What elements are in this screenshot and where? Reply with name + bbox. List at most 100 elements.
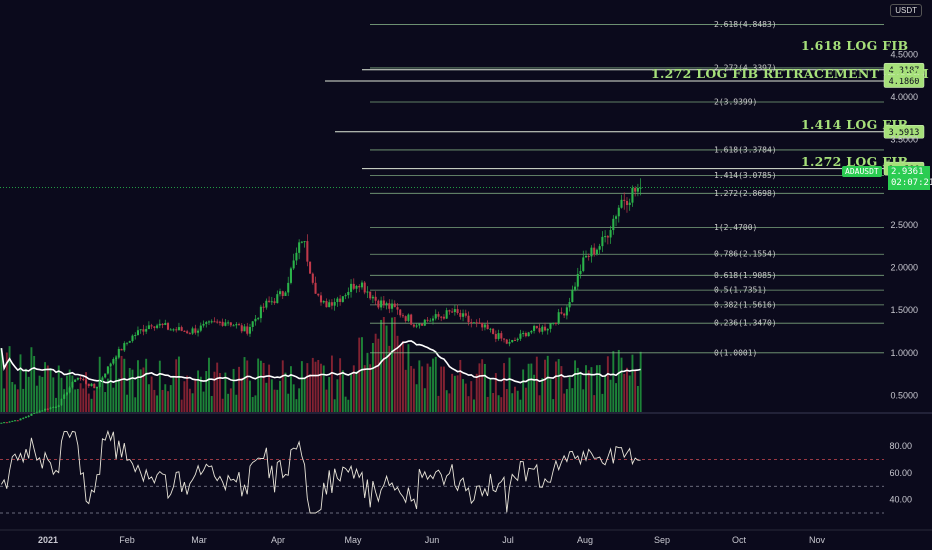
volume-bar [514, 386, 516, 412]
candle-body [106, 366, 109, 374]
candle-body [251, 321, 254, 327]
candle-body [71, 381, 74, 388]
volume-bar [79, 383, 82, 412]
candle-body [298, 242, 301, 253]
volume-bar [412, 368, 415, 412]
volume-bar [93, 390, 96, 412]
price-tick-label: 4.5000 [890, 49, 918, 59]
candle-body [314, 282, 317, 294]
price-axis[interactable]: 4.50004.00003.50003.00002.50002.00001.50… [890, 49, 918, 400]
candle-body [306, 241, 309, 262]
candle-body [240, 325, 243, 332]
candle-body [235, 324, 238, 326]
volume-bar [109, 367, 112, 412]
candle-body [0, 422, 3, 424]
volume-bar [139, 369, 142, 412]
volume-bar [344, 396, 347, 412]
volume-bar [33, 355, 36, 412]
candle-body [5, 422, 8, 424]
volume-bar [71, 375, 74, 412]
volume-bar [363, 365, 366, 412]
volume-bar [519, 399, 522, 412]
candle-body [336, 298, 339, 303]
candle-body [631, 187, 634, 203]
candle-body [366, 291, 369, 293]
symbol-badge: ADAUSDT [842, 166, 882, 177]
volume-bar [459, 359, 462, 412]
candle-body [360, 282, 364, 288]
candle-body [448, 310, 451, 312]
volume-bar [60, 377, 63, 412]
candle-body [24, 416, 27, 418]
candle-body [60, 398, 63, 406]
volume-bar [306, 363, 309, 412]
volume-bar [481, 359, 484, 412]
volume-bar [350, 374, 353, 412]
candle-body [186, 331, 189, 334]
annotation-text: 1.272 LOG FIB [801, 154, 908, 169]
volume-bar [3, 388, 6, 412]
volume-bar [464, 383, 467, 412]
candle-body [437, 314, 440, 317]
volume-bar [213, 371, 216, 412]
volume-bar [494, 373, 497, 412]
time-tick-label: Apr [271, 535, 285, 545]
candle-body [210, 321, 213, 323]
volume-bar [467, 396, 470, 412]
candle-body [483, 324, 486, 328]
volume-bar [527, 363, 530, 412]
volume-bar [609, 379, 612, 412]
volume-bar [22, 388, 25, 412]
volume-ma-line [0, 340, 641, 384]
volume-bar [273, 389, 276, 412]
candle-body [609, 230, 612, 238]
volume-bar [492, 393, 495, 412]
fib-level-label: 1.618(3.3784) [714, 145, 777, 154]
candle-body [115, 357, 118, 360]
candle-body [533, 325, 536, 331]
volume-bar [524, 387, 527, 412]
volume-bar [396, 335, 399, 412]
time-axis[interactable]: 2021 Feb Mar Apr May Jun Jul Aug Sep Oct Nov [0, 529, 932, 545]
candle-body [459, 312, 462, 317]
candle-body [530, 330, 533, 333]
candle-body [590, 247, 593, 257]
candle-body [112, 359, 115, 364]
volume-bar [497, 395, 500, 412]
volume-bar [410, 366, 413, 412]
volume-bar [486, 396, 489, 412]
volume-bar [432, 358, 434, 412]
volume-bar [355, 371, 358, 412]
candle-body [423, 319, 426, 326]
candle-body [248, 326, 252, 334]
candle-body [98, 381, 101, 387]
candle-body [161, 323, 164, 326]
volume-bar [87, 393, 90, 412]
candle-body [199, 325, 202, 331]
currency-label[interactable]: USDT [890, 4, 922, 17]
fib-level-label: 2.618(4.8483) [714, 20, 777, 29]
candle-body [169, 329, 172, 331]
candle-body [87, 383, 90, 387]
candle-body [445, 310, 448, 319]
candle-body [278, 291, 282, 295]
volume-bar [292, 384, 295, 412]
candle-body [150, 325, 153, 327]
candle-body [238, 324, 241, 326]
candle-body [139, 329, 142, 331]
candle-body [213, 321, 216, 323]
time-tick-label: 2021 [38, 535, 58, 545]
volume-bar [167, 391, 169, 412]
candle-body [451, 311, 454, 313]
candle-body [281, 291, 284, 297]
candle-body [259, 306, 262, 319]
candle-body [612, 218, 615, 231]
fib-level-label: 2(3.9399) [714, 98, 757, 107]
candle-body [639, 187, 642, 189]
candle-body [52, 406, 55, 408]
candle-body [339, 298, 342, 302]
volume-bar [243, 357, 246, 412]
volume-bar [63, 389, 66, 412]
volume-bar [361, 337, 363, 412]
